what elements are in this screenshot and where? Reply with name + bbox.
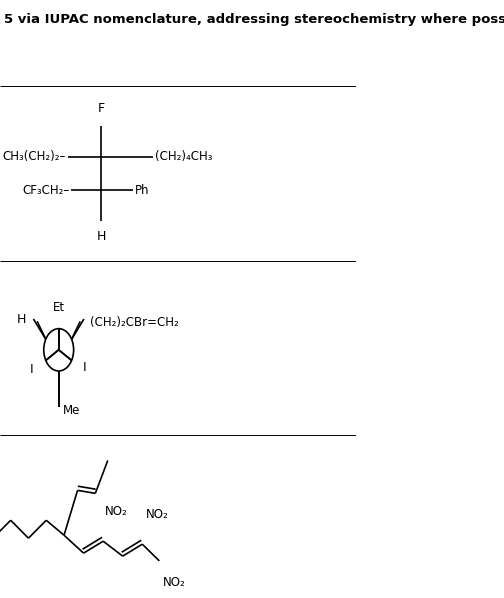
Text: I: I xyxy=(83,361,86,374)
Text: NO₂: NO₂ xyxy=(146,508,168,521)
Text: (CH₂)₂CBr=CH₂: (CH₂)₂CBr=CH₂ xyxy=(90,316,179,329)
Text: I: I xyxy=(29,364,33,377)
Text: CH₃(CH₂)₂–: CH₃(CH₂)₂– xyxy=(3,150,66,163)
Text: (CH₂)₄CH₃: (CH₂)₄CH₃ xyxy=(155,150,212,163)
Text: H: H xyxy=(97,230,106,243)
Text: H: H xyxy=(17,313,26,327)
Text: Ph: Ph xyxy=(135,184,150,197)
Text: Et: Et xyxy=(52,301,65,314)
Text: F: F xyxy=(98,102,105,115)
Text: CF₃CH₂–: CF₃CH₂– xyxy=(22,184,70,197)
Text: NO₂: NO₂ xyxy=(105,505,128,518)
Text: NO₂: NO₂ xyxy=(163,576,185,589)
Text: Me: Me xyxy=(63,404,80,417)
Text: 5 via IUPAC nomenclature, addressing stereochemistry where possible.: 5 via IUPAC nomenclature, addressing ste… xyxy=(4,13,504,26)
